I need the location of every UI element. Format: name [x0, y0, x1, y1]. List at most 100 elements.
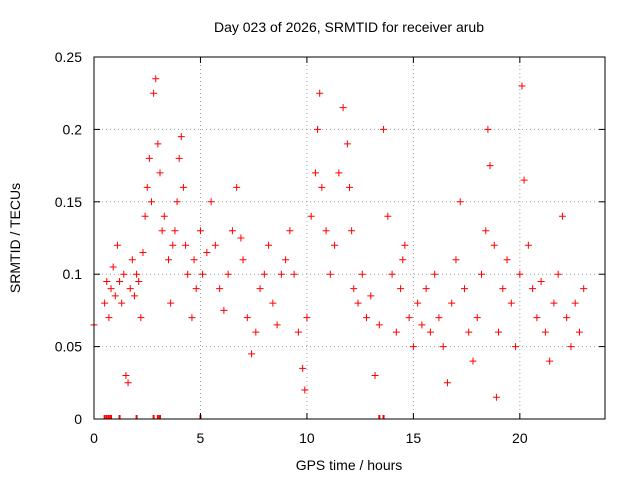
data-point: [124, 379, 132, 387]
data-point: [224, 270, 232, 278]
data-point: [252, 328, 260, 336]
y-tick-label: 0.25: [55, 49, 82, 65]
data-point: [346, 183, 353, 191]
data-point: [331, 241, 339, 249]
data-point: [343, 140, 351, 148]
data-point: [575, 328, 583, 336]
data-point: [188, 314, 196, 322]
data-point: [499, 285, 507, 293]
data-point: [537, 277, 545, 285]
data-point: [113, 241, 121, 249]
data-point: [301, 386, 309, 394]
data-point: [182, 241, 190, 249]
data-point: [507, 299, 515, 307]
data-point: [322, 227, 330, 235]
data-point: [307, 212, 315, 220]
data-point: [384, 212, 392, 220]
data-point: [165, 256, 173, 264]
data-point: [541, 328, 549, 336]
data-point: [265, 241, 273, 249]
data-point: [339, 104, 347, 112]
data-point: [484, 125, 492, 133]
data-point: [120, 270, 128, 278]
data-point: [133, 270, 141, 278]
data-point: [448, 299, 456, 307]
data-point: [495, 328, 503, 336]
data-point: [473, 314, 481, 322]
data-point: [243, 314, 251, 322]
data-point: [154, 140, 162, 148]
data-point: [478, 270, 486, 278]
data-point: [563, 314, 571, 322]
data-point: [388, 270, 396, 278]
data-point: [139, 248, 147, 256]
data-point: [401, 241, 409, 249]
data-point: [348, 227, 356, 235]
data-point: [326, 270, 334, 278]
data-point: [503, 256, 511, 264]
y-tick-label: 0.05: [55, 339, 82, 355]
data-point: [130, 292, 138, 300]
data-point: [256, 285, 264, 293]
data-point: [137, 314, 145, 322]
data-point: [286, 227, 294, 235]
data-point: [116, 277, 124, 285]
data-point: [248, 350, 256, 358]
data-point: [405, 314, 413, 322]
data-point: [456, 198, 464, 206]
data-point: [490, 241, 498, 249]
data-point: [486, 162, 494, 170]
data-point: [282, 256, 290, 264]
data-point: [143, 183, 151, 191]
data-point: [145, 154, 153, 162]
y-axis-ticks: 0 0.05 0.1 0.15 0.2 0.25: [55, 49, 605, 427]
data-point: [290, 270, 298, 278]
data-point: [171, 227, 179, 235]
x-axis-ticks: 0 5 10 15 20: [90, 57, 528, 446]
data-point: [316, 89, 324, 97]
data-point: [465, 328, 473, 336]
data-point: [141, 212, 149, 220]
data-point: [299, 364, 307, 372]
data-point: [414, 299, 422, 307]
y-tick-label: 0.2: [63, 121, 83, 137]
data-point: [580, 285, 588, 293]
data-point: [520, 176, 528, 184]
data-point: [196, 227, 204, 235]
data-point: [452, 256, 460, 264]
data-point: [418, 321, 426, 329]
x-tick-label: 20: [512, 430, 528, 446]
data-point: [371, 372, 379, 380]
data-point: [111, 292, 119, 300]
data-point: [358, 270, 366, 278]
data-point: [199, 270, 207, 278]
data-point: [128, 256, 136, 264]
data-point: [422, 285, 430, 293]
data-point: [103, 277, 111, 285]
data-point: [273, 321, 281, 329]
data-point: [277, 270, 285, 278]
data-point: [167, 299, 175, 307]
data-point: [409, 343, 417, 351]
data-point: [109, 263, 117, 271]
data-point: [220, 306, 228, 314]
data-point: [367, 292, 375, 300]
data-point: [439, 343, 447, 351]
data-point: [173, 198, 181, 206]
data-point: [443, 379, 451, 387]
data-point: [135, 277, 143, 285]
data-point: [567, 343, 575, 351]
data-point: [237, 234, 245, 242]
data-point: [524, 241, 532, 249]
data-point: [107, 285, 115, 293]
data-point: [350, 285, 358, 293]
data-point: [101, 299, 109, 307]
data-point: [516, 270, 524, 278]
data-point: [177, 133, 185, 141]
data-point: [203, 248, 211, 256]
data-point: [460, 285, 468, 293]
data-point: [184, 270, 192, 278]
x-tick-label: 15: [406, 430, 422, 446]
data-point: [160, 212, 168, 220]
data-points: [90, 75, 588, 419]
